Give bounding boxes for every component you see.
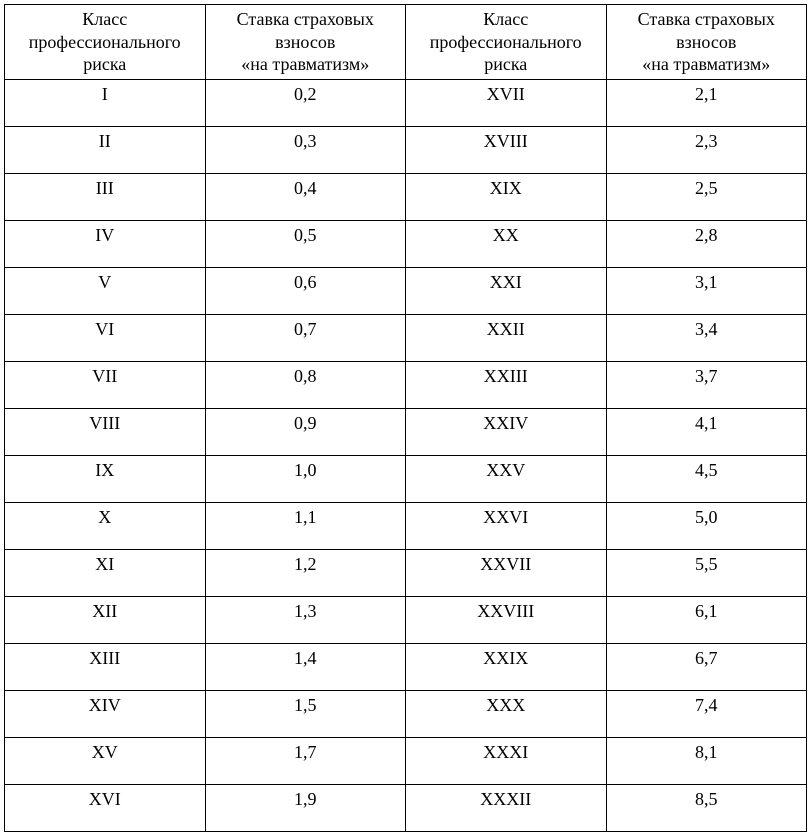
cell-class-right: XXI [406, 267, 607, 314]
header-text: Ставка страховых [237, 9, 374, 29]
header-rate-2: Ставка страховых взносов «на травматизм» [606, 5, 807, 80]
cell-class-left: IX [5, 455, 206, 502]
cell-rate-left: 1,0 [205, 455, 406, 502]
cell-rate-left: 0,4 [205, 173, 406, 220]
cell-rate-right: 8,1 [606, 737, 807, 784]
cell-rate-left: 1,5 [205, 690, 406, 737]
cell-class-left: VII [5, 361, 206, 408]
header-text: риска [484, 54, 527, 74]
cell-rate-right: 4,5 [606, 455, 807, 502]
header-class-1: Класс профессионального риска [5, 5, 206, 80]
cell-class-right: XXV [406, 455, 607, 502]
cell-rate-left: 0,6 [205, 267, 406, 314]
cell-class-right: XXII [406, 314, 607, 361]
table-row: VII0,8XXIII3,7 [5, 361, 807, 408]
table-row: XII1,3XXVIII6,1 [5, 596, 807, 643]
cell-rate-left: 1,7 [205, 737, 406, 784]
table-row: XIV1,5XXX7,4 [5, 690, 807, 737]
cell-rate-right: 3,1 [606, 267, 807, 314]
cell-rate-left: 1,1 [205, 502, 406, 549]
cell-rate-right: 5,0 [606, 502, 807, 549]
cell-rate-right: 6,1 [606, 596, 807, 643]
cell-class-right: XXXI [406, 737, 607, 784]
cell-class-right: XXX [406, 690, 607, 737]
table-row: VI0,7XXII3,4 [5, 314, 807, 361]
cell-rate-right: 4,1 [606, 408, 807, 455]
cell-class-left: III [5, 173, 206, 220]
table-row: XI1,2XXVII5,5 [5, 549, 807, 596]
header-text: профессионального [29, 32, 181, 52]
table-row: X1,1XXVI5,0 [5, 502, 807, 549]
cell-class-left: I [5, 79, 206, 126]
cell-rate-right: 6,7 [606, 643, 807, 690]
cell-class-left: XIII [5, 643, 206, 690]
header-class-2: Класс профессионального риска [406, 5, 607, 80]
cell-class-left: IV [5, 220, 206, 267]
cell-rate-right: 5,5 [606, 549, 807, 596]
cell-class-right: XXIII [406, 361, 607, 408]
table-row: XVI1,9XXXII8,5 [5, 784, 807, 831]
insurance-rates-table: Класс профессионального риска Ставка стр… [4, 4, 807, 832]
cell-class-right: XIX [406, 173, 607, 220]
table-row: IX1,0XXV4,5 [5, 455, 807, 502]
cell-class-left: XI [5, 549, 206, 596]
cell-class-right: XXIV [406, 408, 607, 455]
header-text: взносов [676, 32, 736, 52]
header-text: Ставка страховых [638, 9, 775, 29]
cell-class-left: VI [5, 314, 206, 361]
header-text: Класс [483, 9, 528, 29]
cell-rate-left: 0,2 [205, 79, 406, 126]
cell-rate-left: 0,7 [205, 314, 406, 361]
table-row: III0,4XIX2,5 [5, 173, 807, 220]
table-row: VIII0,9XXIV4,1 [5, 408, 807, 455]
header-text: риска [83, 54, 126, 74]
cell-class-left: XVI [5, 784, 206, 831]
header-text: взносов [275, 32, 335, 52]
cell-rate-right: 2,1 [606, 79, 807, 126]
cell-class-right: XXXII [406, 784, 607, 831]
header-text: Класс [82, 9, 127, 29]
table-row: I0,2XVII2,1 [5, 79, 807, 126]
header-text: «на травматизм» [241, 54, 369, 74]
table-row: V0,6XXI3,1 [5, 267, 807, 314]
cell-rate-right: 7,4 [606, 690, 807, 737]
cell-rate-left: 0,8 [205, 361, 406, 408]
cell-rate-left: 1,2 [205, 549, 406, 596]
header-text: «на травматизм» [642, 54, 770, 74]
cell-class-left: XV [5, 737, 206, 784]
table-row: II0,3XVIII2,3 [5, 126, 807, 173]
cell-rate-left: 0,3 [205, 126, 406, 173]
cell-rate-left: 1,3 [205, 596, 406, 643]
cell-class-left: VIII [5, 408, 206, 455]
table-row: IV0,5XX2,8 [5, 220, 807, 267]
cell-rate-right: 2,5 [606, 173, 807, 220]
cell-rate-left: 1,4 [205, 643, 406, 690]
cell-class-left: II [5, 126, 206, 173]
cell-rate-right: 2,3 [606, 126, 807, 173]
cell-rate-right: 3,4 [606, 314, 807, 361]
cell-rate-left: 0,5 [205, 220, 406, 267]
cell-class-right: XX [406, 220, 607, 267]
table-body: I0,2XVII2,1II0,3XVIII2,3III0,4XIX2,5IV0,… [5, 79, 807, 831]
cell-class-left: V [5, 267, 206, 314]
header-rate-1: Ставка страховых взносов «на травматизм» [205, 5, 406, 80]
cell-class-right: XVIII [406, 126, 607, 173]
cell-rate-left: 0,9 [205, 408, 406, 455]
cell-rate-right: 3,7 [606, 361, 807, 408]
cell-class-left: XIV [5, 690, 206, 737]
cell-class-left: X [5, 502, 206, 549]
table-header-row: Класс профессионального риска Ставка стр… [5, 5, 807, 80]
cell-class-right: XXVII [406, 549, 607, 596]
header-text: профессионального [430, 32, 582, 52]
cell-rate-left: 1,9 [205, 784, 406, 831]
cell-rate-right: 8,5 [606, 784, 807, 831]
cell-class-right: XXVI [406, 502, 607, 549]
cell-class-right: XXVIII [406, 596, 607, 643]
table-row: XV1,7XXXI8,1 [5, 737, 807, 784]
cell-class-right: XXIX [406, 643, 607, 690]
cell-class-left: XII [5, 596, 206, 643]
cell-class-right: XVII [406, 79, 607, 126]
cell-rate-right: 2,8 [606, 220, 807, 267]
table-row: XIII1,4XXIX6,7 [5, 643, 807, 690]
